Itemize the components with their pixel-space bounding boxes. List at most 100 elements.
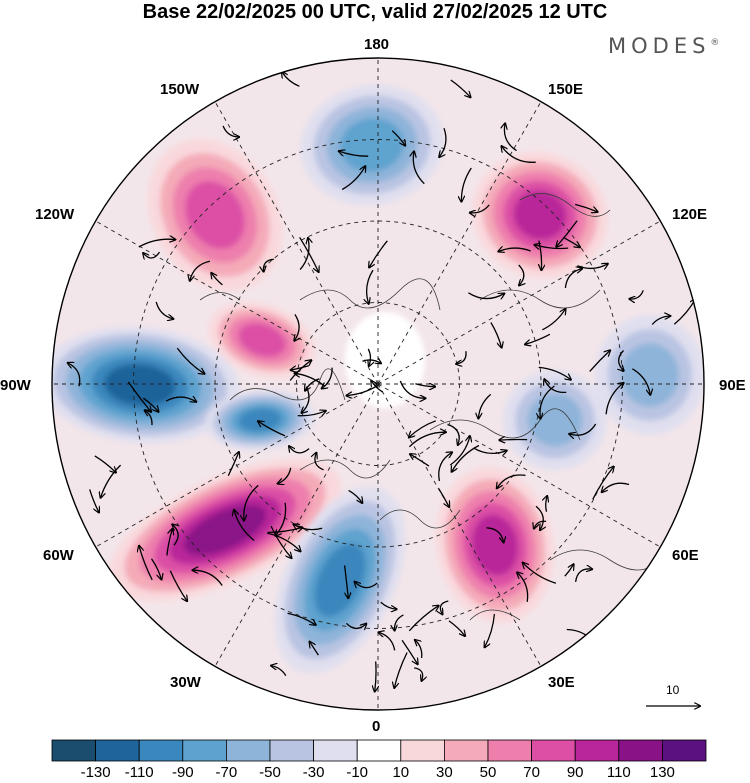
streamline-arrow <box>94 455 116 473</box>
streamline-arrow <box>299 238 309 271</box>
colorbar-segment <box>138 739 184 762</box>
meridian-line <box>377 383 542 667</box>
streamline-arrow <box>519 264 524 285</box>
meridian-line <box>95 220 379 385</box>
colorbar-tick-label: -90 <box>171 764 194 781</box>
streamline-arrow <box>544 379 567 394</box>
streamline-arrow <box>470 204 490 213</box>
lon-label-30w: 30W <box>170 674 201 691</box>
colorbar-tick-label: -50 <box>259 764 281 781</box>
streamline-arrow <box>651 316 670 325</box>
streamline-arrow <box>619 350 624 371</box>
coastline <box>379 509 461 529</box>
geographic-overlay <box>52 58 704 710</box>
colorbar-segment <box>269 739 314 762</box>
streamline-arrow <box>538 366 571 379</box>
colorbar <box>51 739 707 762</box>
streamline-arrow <box>415 640 423 658</box>
streamline-arrow <box>289 446 310 454</box>
streamline-arrow <box>602 482 630 492</box>
streamline-arrow <box>499 439 528 440</box>
streamline-arrow <box>227 452 239 476</box>
streamline-arrow <box>190 260 211 281</box>
streamline-arrow <box>369 240 388 268</box>
streamline-arrow <box>525 333 551 344</box>
streamline-arrow <box>271 666 287 676</box>
streamline-arrow <box>169 570 187 601</box>
streamline-arrow <box>605 383 624 415</box>
colorbar-tick-label: -30 <box>302 764 325 781</box>
lon-label-90e: 90E <box>719 377 746 394</box>
streamline-arrow <box>408 432 445 448</box>
colorbar-tick-label: -70 <box>215 764 238 781</box>
streamline-arrow <box>438 452 452 482</box>
streamline-arrow <box>415 384 435 387</box>
map-boundary <box>51 57 705 711</box>
anomaly-shading <box>104 364 176 406</box>
colorbar-segment <box>574 739 620 762</box>
anomaly-shading <box>527 393 583 447</box>
streamline-arrow <box>297 411 326 417</box>
streamline-arrow <box>439 127 447 157</box>
streamline-arrow <box>394 652 408 688</box>
streamline-arrow <box>535 245 569 249</box>
streamline-arrow <box>473 447 506 453</box>
streamline-arrow <box>498 248 531 251</box>
lon-label-120e: 120E <box>672 206 708 223</box>
streamline-arrow <box>438 488 450 507</box>
streamline-arrow <box>399 380 425 398</box>
colorbar-segment <box>182 739 227 762</box>
colorbar-tick-label: 70 <box>523 764 540 781</box>
streamline-arrow <box>343 565 349 598</box>
colorbar-segment <box>313 739 358 762</box>
lon-label-150e: 150E <box>548 81 584 98</box>
streamline-arrow <box>362 360 381 363</box>
streamline-arrow <box>310 642 319 656</box>
modes-logo: MODES® <box>608 34 719 58</box>
streamline-arrow <box>517 572 529 602</box>
streamline-arrow <box>211 273 223 286</box>
streamline-arrow <box>632 368 650 395</box>
streamline-arrow <box>258 421 286 437</box>
streamline-arrow <box>592 467 614 500</box>
logo-registered-mark: ® <box>710 38 720 48</box>
streamline-arrow <box>263 258 274 271</box>
streamline-arrow <box>287 612 316 625</box>
meridian-line <box>377 383 661 548</box>
streamline-arrow <box>143 252 161 258</box>
streamline-arrow <box>391 130 405 146</box>
streamline-arrow <box>485 613 496 647</box>
colorbar-tick-label: -10 <box>346 764 369 781</box>
streamline-arrow <box>569 423 597 435</box>
streamline-arrow <box>563 237 580 247</box>
logo-text: MODES <box>608 34 711 58</box>
colorbar-segment <box>443 739 489 762</box>
lon-label-150w: 150W <box>160 81 200 98</box>
streamline-arrow <box>278 467 292 484</box>
streamline-arrow <box>275 502 287 536</box>
streamline-arrow <box>450 79 471 97</box>
streamline-arrow <box>142 397 158 412</box>
streamline-arrow <box>575 203 597 212</box>
coastline <box>199 292 241 301</box>
lon-label-0: 0 <box>372 718 381 735</box>
streamline-arrow <box>367 269 374 304</box>
streamline-arrow <box>523 563 557 584</box>
colorbar-tick-label: -110 <box>124 764 154 781</box>
streamline-arrow <box>449 436 470 466</box>
streamline-arrow <box>408 606 438 632</box>
streamline-arrow <box>379 632 396 651</box>
streamline-arrow <box>150 558 162 580</box>
streamline-arrow <box>468 292 504 299</box>
streamline-arrow <box>497 474 526 488</box>
streamline-arrow <box>535 505 543 530</box>
wind-streamlines <box>68 72 696 692</box>
lon-label-60e: 60E <box>672 547 699 564</box>
streamline-arrow <box>294 524 323 529</box>
streamline-arrow <box>355 582 378 588</box>
streamline-arrow <box>176 347 204 374</box>
streamline-arrow <box>305 378 320 391</box>
colorbar-segment <box>400 739 445 762</box>
streamline-arrow <box>339 151 369 157</box>
lon-label-180: 180 <box>364 36 390 53</box>
